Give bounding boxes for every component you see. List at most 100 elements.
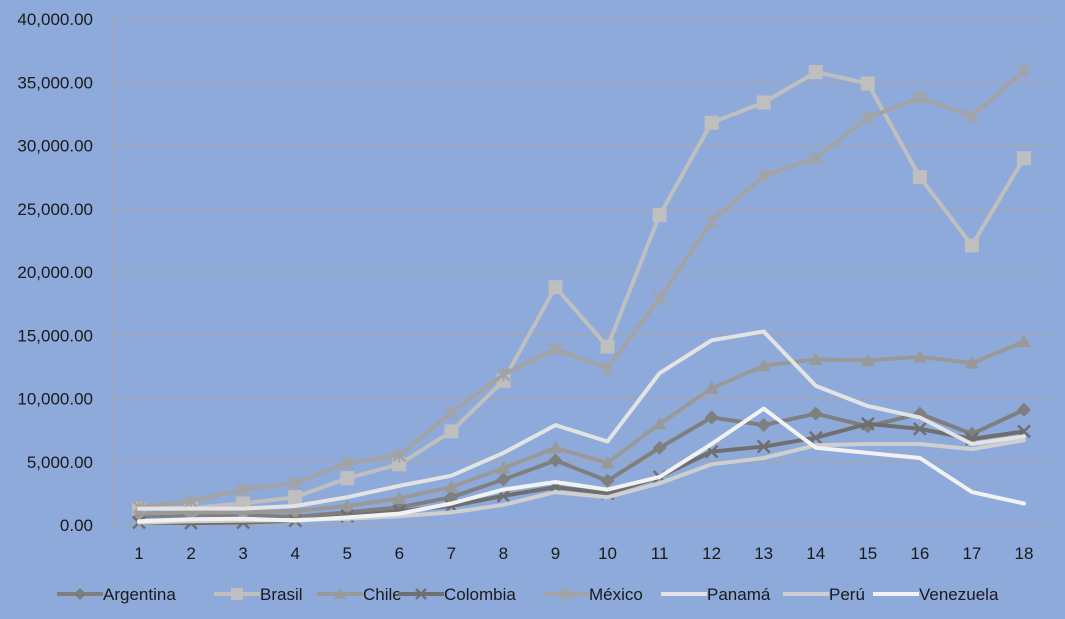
data-point <box>652 416 667 430</box>
legend-label: Brasil <box>260 585 303 604</box>
legend-label: Colombia <box>444 585 516 604</box>
x-tick-label: 9 <box>551 544 560 563</box>
legend-marker <box>415 588 427 600</box>
legend-marker <box>231 588 243 600</box>
x-tick-label: 11 <box>651 544 669 563</box>
y-tick-label: 30,000.00 <box>17 137 93 156</box>
series-line <box>137 329 1026 511</box>
x-tick-label: 10 <box>598 544 617 563</box>
data-point <box>236 505 251 518</box>
data-point <box>860 110 875 125</box>
data-point <box>964 356 979 369</box>
x-tick-label: 17 <box>962 544 981 563</box>
y-tick-label: 20,000.00 <box>17 263 93 282</box>
data-point <box>756 439 771 454</box>
data-point <box>860 416 875 431</box>
legend-item: Argentina <box>57 585 176 604</box>
data-point <box>964 238 979 253</box>
x-axis: 1 2 3 4 5 6 7 8 9 10 11 12 13 14 15 16 17 18 <box>134 544 1033 563</box>
legend-item: Chile <box>317 585 402 604</box>
data-point <box>860 353 875 367</box>
series-mxico <box>132 63 1031 515</box>
data-point <box>1016 334 1031 348</box>
series-line <box>137 339 1026 516</box>
data-point <box>704 214 719 229</box>
legend-marker <box>334 588 346 599</box>
series-line <box>137 406 1026 524</box>
data-point <box>600 361 615 376</box>
data-point <box>652 208 667 223</box>
data-point <box>704 410 719 425</box>
legend-item: Perú <box>783 585 865 604</box>
data-point <box>548 342 563 357</box>
data-point <box>808 65 823 80</box>
y-axis: 0.00 5,000.00 10,000.00 15,000.00 20,000.00 2… <box>17 10 93 535</box>
data-point <box>756 95 771 110</box>
x-tick-label: 1 <box>134 544 143 563</box>
legend-marker <box>74 588 86 600</box>
x-tick-label: 6 <box>395 544 404 563</box>
x-tick-label: 4 <box>290 544 299 563</box>
data-point <box>600 473 615 488</box>
data-point <box>912 90 927 105</box>
x-tick-label: 2 <box>186 544 195 563</box>
series-chile <box>132 334 1031 520</box>
series-lines <box>132 63 1031 530</box>
legend-label: México <box>589 585 643 604</box>
legend: Argentina Brasil Chile Colombia México Panamá… <box>57 585 999 604</box>
data-point <box>912 421 927 436</box>
data-point <box>392 448 407 463</box>
y-tick-label: 0.00 <box>60 516 93 535</box>
x-tick-label: 16 <box>910 544 929 563</box>
series-panam <box>137 329 1026 511</box>
data-point <box>1016 402 1031 417</box>
legend-label: Argentina <box>103 585 176 604</box>
data-point <box>652 440 667 455</box>
data-point <box>756 168 771 183</box>
legend-label: Perú <box>829 585 865 604</box>
data-point <box>444 424 459 439</box>
data-point <box>288 504 303 517</box>
y-tick-label: 10,000.00 <box>17 390 93 409</box>
x-tick-label: 18 <box>1015 544 1034 563</box>
data-point <box>392 457 407 472</box>
y-tick-label: 40,000.00 <box>17 10 93 29</box>
data-point <box>444 405 459 420</box>
legend-item: Venezuela <box>873 585 999 604</box>
data-point <box>288 476 303 491</box>
data-point <box>808 151 823 166</box>
data-point <box>340 456 355 471</box>
x-tick-label: 13 <box>754 544 773 563</box>
series-brasil <box>132 65 1031 516</box>
data-point <box>808 406 823 421</box>
data-point <box>600 456 615 469</box>
legend-item: Brasil <box>214 585 303 604</box>
y-tick-label: 35,000.00 <box>17 73 93 92</box>
data-point <box>808 352 823 365</box>
legend-item: Colombia <box>398 585 516 604</box>
legend-item: Panamá <box>661 585 771 604</box>
legend-label: Venezuela <box>919 585 999 604</box>
legend-label: Chile <box>363 585 402 604</box>
y-tick-label: 25,000.00 <box>17 200 93 219</box>
data-point <box>704 381 719 394</box>
data-point <box>1017 63 1031 78</box>
data-point <box>548 280 563 295</box>
data-point <box>1016 151 1031 166</box>
data-point <box>496 367 511 382</box>
x-tick-label: 8 <box>499 544 508 563</box>
data-point <box>340 499 355 512</box>
data-point <box>288 490 303 505</box>
data-point <box>912 349 927 363</box>
data-point <box>184 505 199 518</box>
data-point <box>444 480 459 493</box>
legend-item: México <box>543 585 643 604</box>
data-point <box>704 115 719 130</box>
legend-label: Panamá <box>707 585 771 604</box>
data-point <box>652 291 667 306</box>
x-tick-label: 15 <box>858 544 877 563</box>
data-point <box>756 418 771 433</box>
data-point <box>808 430 823 445</box>
series-line <box>137 68 1026 510</box>
